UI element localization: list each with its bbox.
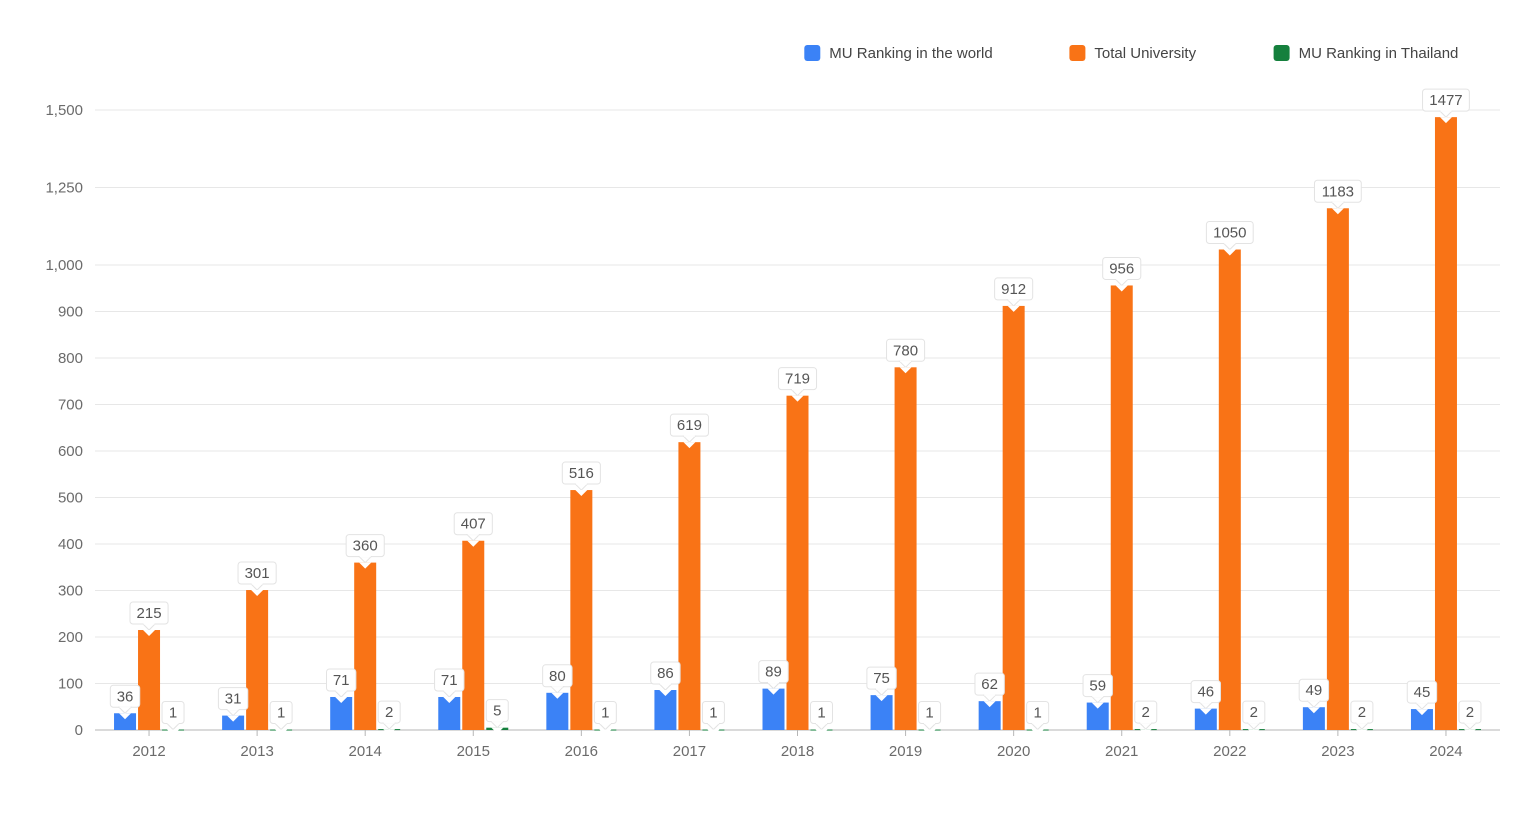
bar bbox=[895, 367, 917, 730]
y-tick-label: 900 bbox=[58, 304, 83, 321]
x-tick-label: 2014 bbox=[349, 743, 382, 760]
data-label: 75 bbox=[873, 670, 890, 687]
x-tick-label: 2022 bbox=[1213, 743, 1246, 760]
y-tick-label: 300 bbox=[58, 583, 83, 600]
data-label: 2 bbox=[385, 704, 393, 721]
legend-label: MU Ranking in Thailand bbox=[1299, 45, 1459, 62]
y-tick-label: 0 bbox=[75, 722, 83, 739]
bar bbox=[1219, 250, 1241, 731]
data-label: 215 bbox=[137, 605, 162, 622]
x-tick-label: 2020 bbox=[997, 743, 1030, 760]
data-label: 71 bbox=[441, 672, 458, 689]
bar bbox=[138, 630, 160, 730]
y-tick-label: 500 bbox=[58, 490, 83, 507]
data-label: 619 bbox=[677, 417, 702, 434]
data-label: 2 bbox=[1250, 704, 1258, 721]
y-tick-label: 600 bbox=[58, 443, 83, 460]
data-label: 2 bbox=[1358, 704, 1366, 721]
bar bbox=[354, 563, 376, 730]
x-tick-label: 2017 bbox=[673, 743, 706, 760]
bar bbox=[763, 689, 785, 730]
x-tick-label: 2016 bbox=[565, 743, 598, 760]
data-label: 86 bbox=[657, 665, 674, 682]
data-label: 1183 bbox=[1322, 183, 1354, 200]
y-tick-label: 1,000 bbox=[45, 257, 83, 274]
data-label: 1050 bbox=[1213, 225, 1246, 242]
data-label: 59 bbox=[1089, 678, 1106, 695]
data-label: 301 bbox=[245, 565, 270, 582]
data-label: 1 bbox=[709, 705, 717, 722]
data-label: 1 bbox=[925, 705, 933, 722]
x-tick-label: 2012 bbox=[132, 743, 165, 760]
data-label: 46 bbox=[1197, 684, 1214, 701]
x-tick-label: 2013 bbox=[240, 743, 273, 760]
legend-swatch bbox=[1069, 45, 1085, 61]
data-label: 360 bbox=[353, 538, 378, 555]
x-tick-label: 2019 bbox=[889, 743, 922, 760]
bar bbox=[1111, 285, 1133, 730]
data-label: 80 bbox=[549, 668, 566, 685]
data-label: 2 bbox=[1142, 704, 1150, 721]
x-tick-label: 2018 bbox=[781, 743, 814, 760]
data-label: 5 bbox=[493, 703, 501, 720]
legend-swatch bbox=[1274, 45, 1290, 61]
x-tick-label: 2021 bbox=[1105, 743, 1138, 760]
y-tick-label: 1,250 bbox=[45, 180, 83, 197]
y-tick-label: 200 bbox=[58, 629, 83, 646]
data-label: 1477 bbox=[1429, 92, 1462, 109]
y-tick-label: 1,500 bbox=[45, 102, 83, 119]
data-label: 516 bbox=[569, 465, 594, 482]
y-tick-label: 100 bbox=[58, 676, 83, 693]
data-label: 780 bbox=[893, 342, 918, 359]
legend-swatch bbox=[804, 45, 820, 61]
x-tick-label: 2023 bbox=[1321, 743, 1354, 760]
data-label: 1 bbox=[169, 705, 177, 722]
data-label: 1 bbox=[1033, 705, 1041, 722]
data-label: 62 bbox=[981, 676, 998, 693]
ranking-bar-chart: 0 100 200 300 400 500 600 700 800 900 1,000 1,250 1,… bbox=[0, 0, 1530, 815]
data-label: 912 bbox=[1001, 281, 1026, 298]
data-label: 407 bbox=[461, 516, 486, 533]
data-label: 31 bbox=[225, 691, 242, 708]
bar bbox=[1327, 208, 1349, 730]
data-label: 956 bbox=[1109, 260, 1134, 277]
data-label: 89 bbox=[765, 664, 782, 681]
bar bbox=[1003, 306, 1025, 730]
y-tick-label: 800 bbox=[58, 350, 83, 367]
data-label: 49 bbox=[1306, 682, 1323, 699]
data-label: 1 bbox=[277, 705, 285, 722]
bar bbox=[570, 490, 592, 730]
bar bbox=[678, 442, 700, 730]
legend-label: Total University bbox=[1094, 45, 1196, 62]
data-label: 36 bbox=[117, 688, 134, 705]
data-label: 1 bbox=[601, 705, 609, 722]
x-tick-label: 2015 bbox=[457, 743, 490, 760]
data-label: 1 bbox=[817, 705, 825, 722]
y-tick-label: 400 bbox=[58, 536, 83, 553]
legend-label: MU Ranking in the world bbox=[829, 45, 992, 62]
data-label: 71 bbox=[333, 672, 350, 689]
bar bbox=[462, 541, 484, 730]
bar bbox=[787, 396, 809, 730]
data-label: 45 bbox=[1414, 684, 1431, 701]
y-tick-label: 700 bbox=[58, 397, 83, 414]
data-label: 2 bbox=[1466, 704, 1474, 721]
x-tick-label: 2024 bbox=[1429, 743, 1462, 760]
data-label: 719 bbox=[785, 371, 810, 388]
chart-svg: 0 100 200 300 400 500 600 700 800 900 1,000 1,250 1,… bbox=[0, 0, 1530, 815]
bar bbox=[246, 590, 268, 730]
bar bbox=[1435, 117, 1457, 730]
